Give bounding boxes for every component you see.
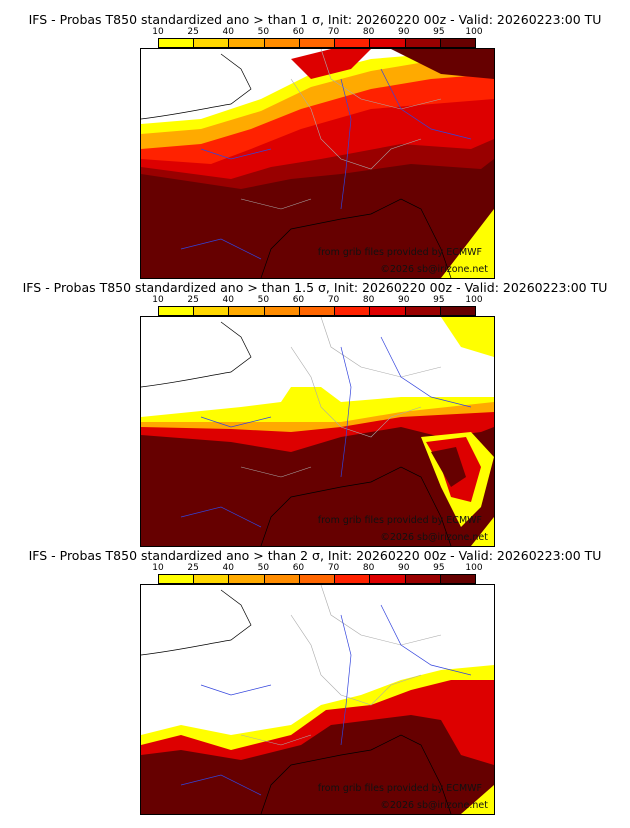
borders [240,585,442,746]
colorbar-tick-label: 80 [362,295,375,305]
coastline [141,321,452,546]
colorbar-tick-label: 50 [257,27,270,37]
colorbar-swatch [440,39,475,47]
probability-area [141,159,494,278]
colorbar-tick-label: 10 [152,295,164,305]
colorbar-tick-label: 70 [327,563,340,573]
copyright-credit: ©2026 sb@irizone.net [380,800,488,811]
colorbar-tick-label: 25 [187,295,199,305]
colorbar-swatch [440,307,475,315]
rivers [180,604,472,796]
colorbar-tick-label: 95 [433,563,445,573]
colorbar-tick-label: 25 [187,27,199,37]
colorbar-swatch [370,575,406,583]
colorbar-tick-label: 70 [327,295,340,305]
colorbar-swatch [229,307,265,315]
colorbar-swatch [229,39,265,47]
colorbar-ticks: 10 25 40 50 60 70 80 90 95 100 [152,563,482,573]
colorbar-swatch [299,575,336,583]
coastline [141,53,452,278]
colorbar-swatch [370,39,406,47]
colorbar-swatch [335,575,371,583]
probability-area [431,447,466,487]
probability-area [291,49,371,79]
rivers [180,68,472,260]
colorbar-tick-label: 50 [257,295,270,305]
colorbar-swatch [264,39,300,47]
panel-title: IFS - Probas T850 standardized ano > tha… [28,12,602,27]
probability-map: from grib files provided by ECMWF ©2026 … [140,316,495,547]
colorbar-swatch [405,307,441,315]
colorbar-tick-label: 90 [398,27,410,37]
probability-area [141,715,494,814]
borders [240,317,442,478]
colorbar-swatch [159,307,195,315]
probability-map: from grib files provided by ECMWF ©2026 … [140,48,495,279]
colorbar [158,574,476,584]
probability-area [441,317,494,357]
colorbar-tick-label: 95 [433,27,445,37]
probability-area [471,517,494,546]
colorbar-tick-label: 80 [362,563,375,573]
colorbar-swatch [335,307,371,315]
colorbar-tick-label: 60 [292,563,305,573]
colorbar-tick-label: 100 [465,27,483,37]
colorbar-swatch [194,39,230,47]
probability-area [461,785,494,814]
map-panel: IFS - Probas T850 standardized ano > tha… [0,548,630,816]
probability-area [391,49,494,79]
colorbar-tick-label: 10 [152,563,164,573]
rivers [180,336,472,528]
copyright-credit: ©2026 sb@irizone.net [380,532,488,543]
panel-title: IFS - Probas T850 standardized ano > tha… [22,280,608,295]
map-panel: IFS - Probas T850 standardized ano > tha… [0,12,630,280]
colorbar-swatch [405,39,441,47]
probability-area [141,427,494,546]
source-credit: from grib files provided by ECMWF [317,247,482,258]
colorbar [158,38,476,48]
colorbar-swatch [159,39,195,47]
colorbar-tick-label: 90 [398,563,410,573]
colorbar-tick-label: 95 [433,295,445,305]
colorbar-tick-label: 40 [222,563,234,573]
colorbar-ticks: 10 25 40 50 60 70 80 90 95 100 [152,295,482,305]
colorbar [158,306,476,316]
colorbar-swatch [229,575,265,583]
borders [240,49,442,210]
colorbar-swatch [440,575,475,583]
colorbar-ticks: 10 25 40 50 60 70 80 90 95 100 [152,27,482,37]
colorbar-swatch [194,575,230,583]
colorbar-tick-label: 60 [292,295,305,305]
colorbar-tick-label: 10 [152,27,164,37]
colorbar-tick-label: 90 [398,295,410,305]
coastline [141,589,452,814]
colorbar-swatch [264,307,300,315]
colorbar-swatch [159,575,195,583]
colorbar-tick-label: 50 [257,563,270,573]
source-credit: from grib files provided by ECMWF [317,783,482,794]
colorbar-tick-label: 80 [362,27,375,37]
colorbar-swatch [370,307,406,315]
colorbar-swatch [405,575,441,583]
colorbar-swatch [299,307,336,315]
probability-area [441,209,494,278]
colorbar-tick-label: 100 [465,563,483,573]
colorbar-tick-label: 40 [222,27,234,37]
colorbar-tick-label: 100 [465,295,483,305]
map-panel: IFS - Probas T850 standardized ano > tha… [0,280,630,548]
probability-map: from grib files provided by ECMWF ©2026 … [140,584,495,815]
colorbar-swatch [299,39,336,47]
panel-title: IFS - Probas T850 standardized ano > tha… [28,548,602,563]
copyright-credit: ©2026 sb@irizone.net [380,264,488,275]
colorbar-tick-label: 40 [222,295,234,305]
colorbar-tick-label: 60 [292,27,305,37]
colorbar-swatch [264,575,300,583]
colorbar-tick-label: 70 [327,27,340,37]
colorbar-tick-label: 25 [187,563,199,573]
colorbar-swatch [194,307,230,315]
source-credit: from grib files provided by ECMWF [317,515,482,526]
colorbar-swatch [335,39,371,47]
